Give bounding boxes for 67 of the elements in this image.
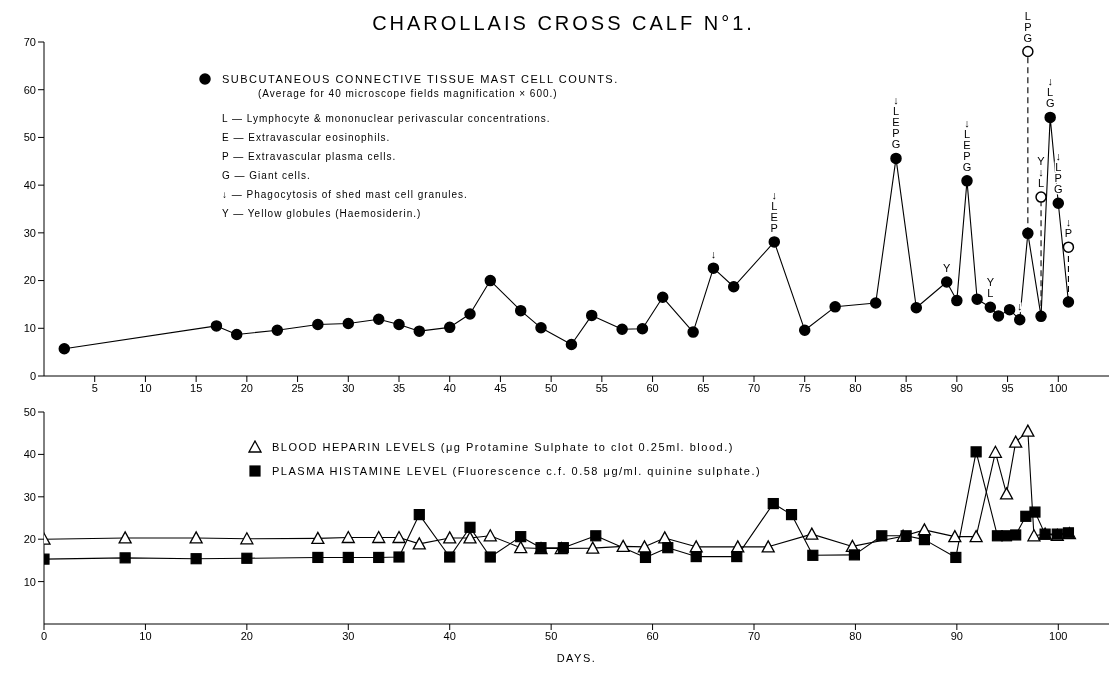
x-tick-label: 100 [1049,381,1068,394]
x-tick-label: 70 [747,629,761,642]
x-tick-label: 10 [139,629,152,642]
annotation: ↓LG [1045,75,1055,110]
annotation: Y — Yellow globules (Haemosiderin.) [222,208,423,219]
x-tick-label: 45 [494,381,507,394]
x-tick-label: 25 [291,381,304,394]
x-tick-label: 90 [950,629,963,642]
y-tick-label: 30 [23,226,36,239]
annotation: ↓ [1016,299,1023,312]
x-tick-label: 60 [646,381,659,394]
annotation: ↓P [1064,216,1073,240]
x-tick-label: 55 [595,381,608,394]
annotation: (Average for 40 microscope fields magnification × 600.) [258,88,559,99]
annotation: G — Giant cells. [222,170,312,181]
y-tick-label: 20 [23,533,36,546]
y-tick-label: 70 [23,35,36,48]
x-tick-label: 20 [240,629,253,642]
annotation: YL [986,276,995,300]
annotation: L — Lymphocyte & mononuclear perivascular concentrations. [222,113,552,124]
y-tick-label: 60 [23,83,36,96]
y-tick-label: 50 [23,405,36,418]
y-tick-label: 20 [23,274,36,287]
x-tick-label: 80 [849,381,862,394]
annotation: ↓LEP [770,188,778,234]
x-tick-label: 75 [798,381,811,394]
annotation: LPG [1023,9,1033,44]
legend-label: BLOOD HEPARIN LEVELS (μg Protamine Sulphate to clot 0.25ml. blood.) [272,441,734,453]
y-tick-label: 10 [23,322,36,335]
annotation: E — Extravascular eosinophils. [222,132,392,143]
y-tick-label: 40 [23,448,36,461]
chart-title: CHAROLLAIS CROSS CALF N°1. [372,12,755,34]
x-tick-label: 65 [697,381,710,394]
legend-label: SUBCUTANEOUS CONNECTIVE TISSUE MAST CELL COUNTS. [222,73,619,85]
x-tick-label: 5 [91,381,98,394]
y-tick-label: 30 [23,490,36,503]
x-tick-label: 90 [950,381,963,394]
x-tick-label: 95 [1001,381,1014,394]
annotation: ↓LEPG [891,94,901,151]
y-tick-label: 50 [23,131,36,144]
x-axis-title: DAYS. [556,652,597,664]
x-tick-label: 10 [139,381,152,394]
x-tick-label: 30 [342,629,355,642]
x-tick-label: 40 [443,629,456,642]
x-tick-label: 70 [747,381,761,394]
annotation: P — Extravascular plasma cells. [222,151,398,162]
annotation: Y↓L [1037,155,1046,190]
x-tick-label: 30 [342,381,355,394]
annotation: ↓ — Phagocytosis of shed mast cell granules. [222,189,469,200]
y-tick-label: 0 [29,369,36,382]
x-tick-label: 80 [849,629,862,642]
x-tick-label: 40 [443,381,456,394]
legend-label: PLASMA HISTAMINE LEVEL (Fluorescence c.f. 0.58 μg/ml. quinine sulphate.) [272,465,762,477]
x-tick-label: 50 [545,629,558,642]
x-tick-label: 35 [392,381,406,394]
annotation: ↓ [710,248,717,261]
x-tick-label: 85 [900,381,913,394]
y-tick-label: 40 [23,179,36,192]
annotation: Y [943,262,952,274]
annotation: ↓LEPG [962,116,972,173]
x-tick-label: 0 [40,629,48,642]
y-tick-label: 10 [23,575,36,588]
x-tick-label: 20 [240,381,253,394]
x-tick-label: 15 [190,381,203,394]
x-tick-label: 50 [545,381,558,394]
x-tick-label: 100 [1049,629,1068,642]
x-tick-label: 60 [646,629,659,642]
